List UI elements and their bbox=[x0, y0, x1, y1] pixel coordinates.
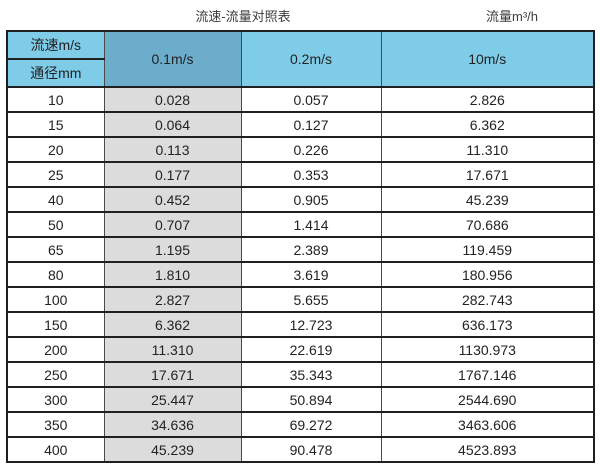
cell-flow-0-1ms: 45.239 bbox=[103, 436, 242, 463]
cell-diameter: 10 bbox=[6, 86, 105, 113]
cell-flow-10ms: 2.826 bbox=[380, 86, 595, 113]
table-row: 10 0.028 0.057 2.826 bbox=[6, 86, 595, 113]
cell-flow-0-1ms: 0.113 bbox=[103, 136, 242, 163]
cell-flow-10ms: 4523.893 bbox=[380, 436, 595, 463]
column-header-0-2ms: 0.2m/s bbox=[240, 30, 382, 88]
cell-diameter: 65 bbox=[6, 236, 105, 263]
table-row: 200 11.310 22.619 1130.973 bbox=[6, 336, 595, 363]
table-row: 40 0.452 0.905 45.239 bbox=[6, 186, 595, 213]
corner-velocity-label: 流速m/s bbox=[6, 30, 105, 60]
cell-flow-10ms: 1130.973 bbox=[380, 336, 595, 363]
table-row: 80 1.810 3.619 180.956 bbox=[6, 261, 595, 288]
cell-flow-10ms: 119.459 bbox=[380, 236, 595, 263]
cell-flow-10ms: 2544.690 bbox=[380, 386, 595, 413]
cell-diameter: 100 bbox=[6, 286, 105, 313]
cell-flow-0-1ms: 25.447 bbox=[103, 386, 242, 413]
table-row: 15 0.064 0.127 6.362 bbox=[6, 111, 595, 138]
cell-flow-0-2ms: 3.619 bbox=[240, 261, 382, 288]
table-row: 50 0.707 1.414 70.686 bbox=[6, 211, 595, 238]
cell-flow-0-2ms: 2.389 bbox=[240, 236, 382, 263]
cell-flow-0-2ms: 0.353 bbox=[240, 161, 382, 188]
cell-flow-10ms: 1767.146 bbox=[380, 361, 595, 388]
cell-flow-0-2ms: 90.478 bbox=[240, 436, 382, 463]
cell-flow-0-2ms: 0.057 bbox=[240, 86, 382, 113]
cell-diameter: 50 bbox=[6, 211, 105, 238]
column-header-0-1ms: 0.1m/s bbox=[103, 30, 242, 88]
table-title: 流速-流量对照表 bbox=[195, 9, 291, 24]
table-row: 65 1.195 2.389 119.459 bbox=[6, 236, 595, 263]
cell-diameter: 200 bbox=[6, 336, 105, 363]
column-header-10ms: 10m/s bbox=[380, 30, 595, 88]
cell-flow-10ms: 180.956 bbox=[380, 261, 595, 288]
table-row: 150 6.362 12.723 636.173 bbox=[6, 311, 595, 338]
cell-flow-0-2ms: 0.127 bbox=[240, 111, 382, 138]
cell-flow-0-1ms: 11.310 bbox=[103, 336, 242, 363]
cell-flow-0-1ms: 1.810 bbox=[103, 261, 242, 288]
header-row-bottom: 通径mm bbox=[6, 58, 594, 88]
cell-flow-0-1ms: 34.636 bbox=[103, 411, 242, 438]
table-row: 400 45.239 90.478 4523.893 bbox=[6, 436, 595, 463]
cell-diameter: 150 bbox=[6, 311, 105, 338]
cell-flow-0-2ms: 35.343 bbox=[240, 361, 382, 388]
cell-flow-0-1ms: 0.177 bbox=[103, 161, 242, 188]
cell-diameter: 15 bbox=[6, 111, 105, 138]
cell-flow-10ms: 3463.606 bbox=[380, 411, 595, 438]
cell-diameter: 20 bbox=[6, 136, 105, 163]
cell-diameter: 400 bbox=[6, 436, 105, 463]
cell-flow-10ms: 45.239 bbox=[380, 186, 595, 213]
flow-unit-label: 流量m³/h bbox=[485, 9, 539, 24]
cell-flow-0-2ms: 1.414 bbox=[240, 211, 382, 238]
table-row: 300 25.447 50.894 2544.690 bbox=[6, 386, 595, 413]
table-row: 350 34.636 69.272 3463.606 bbox=[6, 411, 595, 438]
cell-flow-10ms: 11.310 bbox=[380, 136, 595, 163]
cell-diameter: 300 bbox=[6, 386, 105, 413]
cell-flow-10ms: 70.686 bbox=[380, 211, 595, 238]
table-header: 流速m/s 0.1m/s 0.2m/s 10m/s 通径mm bbox=[6, 30, 595, 88]
cell-flow-0-1ms: 1.195 bbox=[103, 236, 242, 263]
cell-flow-0-2ms: 0.226 bbox=[240, 136, 382, 163]
cell-flow-0-1ms: 0.064 bbox=[103, 111, 242, 138]
flow-rate-table: 流速m/s 0.1m/s 0.2m/s 10m/s 通径mm 10 0.028 0.… bbox=[6, 30, 595, 463]
cell-flow-0-1ms: 2.827 bbox=[103, 286, 242, 313]
cell-flow-0-1ms: 0.707 bbox=[103, 211, 242, 238]
cell-flow-10ms: 6.362 bbox=[380, 111, 595, 138]
cell-flow-0-2ms: 50.894 bbox=[240, 386, 382, 413]
cell-flow-10ms: 282.743 bbox=[380, 286, 595, 313]
corner-diameter-label: 通径mm bbox=[6, 58, 105, 88]
cell-diameter: 40 bbox=[6, 186, 105, 213]
cell-flow-10ms: 17.671 bbox=[380, 161, 595, 188]
cell-flow-0-2ms: 69.272 bbox=[240, 411, 382, 438]
cell-flow-0-1ms: 0.452 bbox=[103, 186, 242, 213]
table-row: 20 0.113 0.226 11.310 bbox=[6, 136, 595, 163]
cell-diameter: 25 bbox=[6, 161, 105, 188]
cell-flow-0-2ms: 5.655 bbox=[240, 286, 382, 313]
cell-flow-0-2ms: 22.619 bbox=[240, 336, 382, 363]
header-row-top: 流速m/s 0.1m/s 0.2m/s 10m/s bbox=[6, 30, 595, 88]
cell-flow-0-1ms: 6.362 bbox=[103, 311, 242, 338]
table-row: 250 17.671 35.343 1767.146 bbox=[6, 361, 595, 388]
table-row: 25 0.177 0.353 17.671 bbox=[6, 161, 595, 188]
table-row: 100 2.827 5.655 282.743 bbox=[6, 286, 595, 313]
cell-flow-10ms: 636.173 bbox=[380, 311, 595, 338]
titlebar: 流速-流量对照表 流量m³/h bbox=[0, 0, 600, 30]
cell-flow-0-1ms: 17.671 bbox=[103, 361, 242, 388]
cell-diameter: 80 bbox=[6, 261, 105, 288]
cell-flow-0-1ms: 0.028 bbox=[103, 86, 242, 113]
cell-diameter: 350 bbox=[6, 411, 105, 438]
flow-table-body: 10 0.028 0.057 2.826 15 0.064 0.127 6.362 20 0.11… bbox=[6, 86, 595, 463]
cell-flow-0-2ms: 0.905 bbox=[240, 186, 382, 213]
cell-flow-0-2ms: 12.723 bbox=[240, 311, 382, 338]
cell-diameter: 250 bbox=[6, 361, 105, 388]
